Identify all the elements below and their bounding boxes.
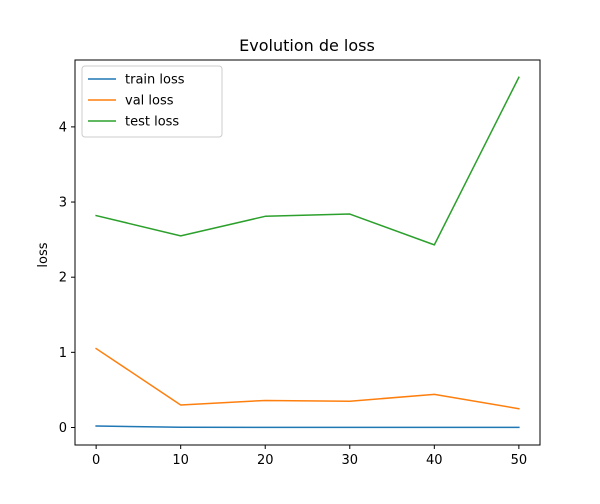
legend-label-train-loss: train loss xyxy=(125,73,185,88)
chart-title: Evolution de loss xyxy=(239,36,375,55)
plot-area-frame xyxy=(74,59,541,446)
y-axis-ticks: 0 1 2 3 4 xyxy=(59,120,75,436)
x-tick-label: 30 xyxy=(341,453,358,468)
legend-label-test-loss: test loss xyxy=(125,115,179,130)
x-tick-label: 10 xyxy=(172,453,189,468)
y-tick-label: 4 xyxy=(59,120,67,135)
legend-label-val-loss: val loss xyxy=(125,94,174,109)
legend-box xyxy=(81,65,223,138)
y-tick-label: 3 xyxy=(59,196,67,211)
x-tick-label: 20 xyxy=(257,453,274,468)
series-line-train-loss xyxy=(95,425,520,429)
x-tick-label: 0 xyxy=(92,453,100,468)
y-axis-label: loss xyxy=(36,242,51,267)
series-line-test-loss xyxy=(95,76,520,246)
series-layer xyxy=(95,76,520,429)
y-tick-label: 0 xyxy=(59,421,67,436)
x-tick-label: 40 xyxy=(426,453,443,468)
y-tick-label: 2 xyxy=(59,271,67,286)
x-axis-ticks: 0 10 20 30 40 50 xyxy=(92,445,527,468)
y-tick-label: 1 xyxy=(59,346,67,361)
series-line-val-loss xyxy=(95,347,520,410)
x-tick-label: 50 xyxy=(511,453,528,468)
legend: train loss val loss test loss xyxy=(81,65,223,138)
